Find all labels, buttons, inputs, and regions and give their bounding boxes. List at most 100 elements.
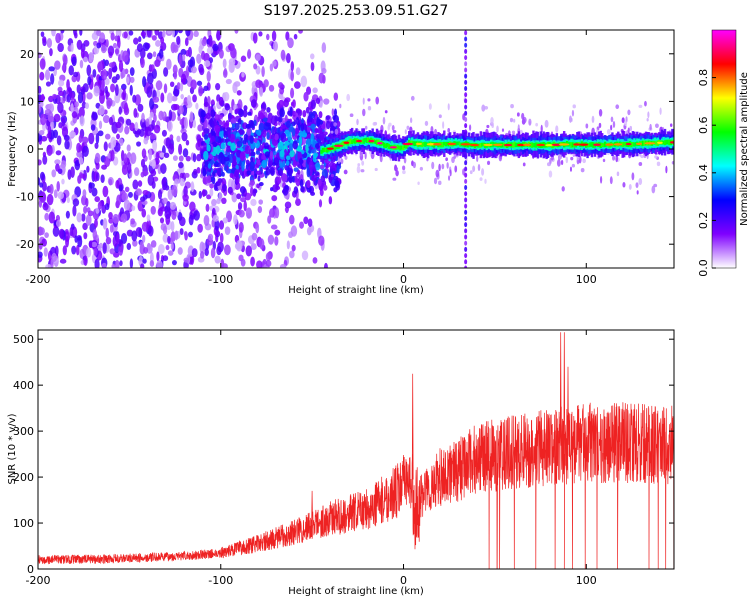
heatmap-cell xyxy=(258,122,265,133)
heatmap-cell xyxy=(208,154,213,160)
heatmap-cell xyxy=(417,181,420,186)
heatmap-cell xyxy=(561,186,565,192)
heatmap-hotspot xyxy=(503,143,513,147)
heatmap-cell xyxy=(540,124,543,133)
heatmap-cell xyxy=(237,118,242,125)
heatmap-cell xyxy=(259,238,265,250)
heatmap-cell xyxy=(50,73,55,85)
heatmap-cell xyxy=(180,48,187,56)
colorbar-tick-label: 0.0 xyxy=(697,259,710,277)
heatmap-hotspot xyxy=(343,141,350,144)
heatmap-cell xyxy=(255,150,261,155)
heatmap-cell xyxy=(164,209,172,219)
heatmap-cell xyxy=(312,87,318,94)
heatmap-cell xyxy=(178,155,184,162)
heatmap-cell xyxy=(83,56,88,63)
heatmap-ridge-cell xyxy=(630,142,633,148)
heatmap-cell xyxy=(224,226,231,235)
heatmap-cell xyxy=(306,126,311,134)
heatmap-cell xyxy=(174,178,180,184)
heatmap-cell xyxy=(193,30,199,38)
heatmap-cell xyxy=(346,93,351,102)
heatmap-ridge-cell xyxy=(478,143,481,148)
heatmap-cell xyxy=(236,193,242,200)
heatmap-cell xyxy=(132,179,139,190)
heatmap-cell xyxy=(582,158,586,164)
heatmap-cell xyxy=(243,200,247,212)
heatmap-hotspot xyxy=(551,143,562,147)
heatmap-cell xyxy=(267,234,275,245)
heatmap-cell xyxy=(223,130,227,139)
heatmap-cell xyxy=(644,100,647,107)
heatmap-cell xyxy=(464,30,468,36)
heatmap-cell xyxy=(258,181,264,187)
heatmap-cell xyxy=(252,32,258,44)
heatmap-cell xyxy=(121,192,129,202)
colorbar-tick-label: 0.6 xyxy=(697,116,710,134)
heatmap-hotspot xyxy=(368,139,375,143)
heatmap-cell xyxy=(220,142,226,150)
heatmap-cell xyxy=(68,87,73,99)
heatmap-cell xyxy=(225,78,232,85)
heatmap-cell xyxy=(140,57,145,69)
heatmap-cell xyxy=(218,114,223,119)
heatmap-ridge-cell xyxy=(413,141,417,146)
heatmap-cell xyxy=(139,129,145,137)
heatmap-cell xyxy=(108,116,114,126)
heatmap-hotspot xyxy=(522,143,532,147)
heatmap-cell xyxy=(150,133,156,140)
heatmap-cell xyxy=(58,122,63,129)
heatmap-cell xyxy=(477,163,481,172)
heatmap-cell xyxy=(177,247,183,255)
heatmap-cell xyxy=(155,89,161,99)
heatmap-cell xyxy=(178,161,184,169)
heatmap-cell xyxy=(555,125,559,133)
heatmap-cell xyxy=(189,56,196,69)
heatmap-cell xyxy=(230,118,237,124)
heatmap-ridge-cell xyxy=(603,141,607,148)
heatmap-cell xyxy=(246,170,251,176)
heatmap-cell xyxy=(357,163,361,167)
heatmap-cell xyxy=(243,133,248,141)
heatmap-cell xyxy=(203,127,210,135)
heatmap-cell xyxy=(612,120,616,128)
heatmap-cell xyxy=(217,178,223,184)
heatmap-cell xyxy=(152,139,158,152)
heatmap-cell xyxy=(199,241,205,254)
heatmap-cell xyxy=(140,263,145,268)
heatmap-ridge-cell xyxy=(446,141,449,146)
heatmap-ridge-cell xyxy=(459,142,462,147)
heatmap-cell xyxy=(39,191,47,204)
heatmap-cell xyxy=(68,65,75,76)
heatmap-cell xyxy=(45,81,52,87)
heatmap-cell xyxy=(38,251,43,258)
heatmap-cell xyxy=(142,76,147,88)
heatmap-cell xyxy=(66,196,70,204)
heatmap-hotspot xyxy=(469,143,480,147)
heatmap-cell xyxy=(256,183,260,189)
heatmap-cell xyxy=(72,205,77,217)
heatmap-cell xyxy=(362,108,366,117)
heatmap-cell xyxy=(148,148,153,161)
heatmap-cell xyxy=(76,142,82,153)
y-tick-label: 200 xyxy=(13,471,34,484)
heatmap-cell xyxy=(215,145,222,155)
heatmap-cell xyxy=(278,168,284,177)
heatmap-cell xyxy=(241,71,245,78)
heatmap-cell xyxy=(88,52,94,63)
heatmap-cell xyxy=(193,210,200,221)
heatmap-cell xyxy=(98,120,103,130)
heatmap-cell xyxy=(197,223,203,233)
heatmap-hotspot xyxy=(415,142,423,146)
heatmap-cell xyxy=(179,82,184,92)
heatmap-cell xyxy=(331,108,335,116)
heatmap-cell xyxy=(628,183,632,190)
heatmap-cell xyxy=(283,141,290,147)
heatmap-cell xyxy=(203,215,210,227)
heatmap-ridge-cell xyxy=(589,142,592,147)
heatmap-cell xyxy=(199,67,205,76)
heatmap-cell xyxy=(214,161,219,167)
heatmap-cell xyxy=(118,184,123,192)
heatmap-cell xyxy=(447,127,451,133)
heatmap-cell xyxy=(454,165,458,173)
